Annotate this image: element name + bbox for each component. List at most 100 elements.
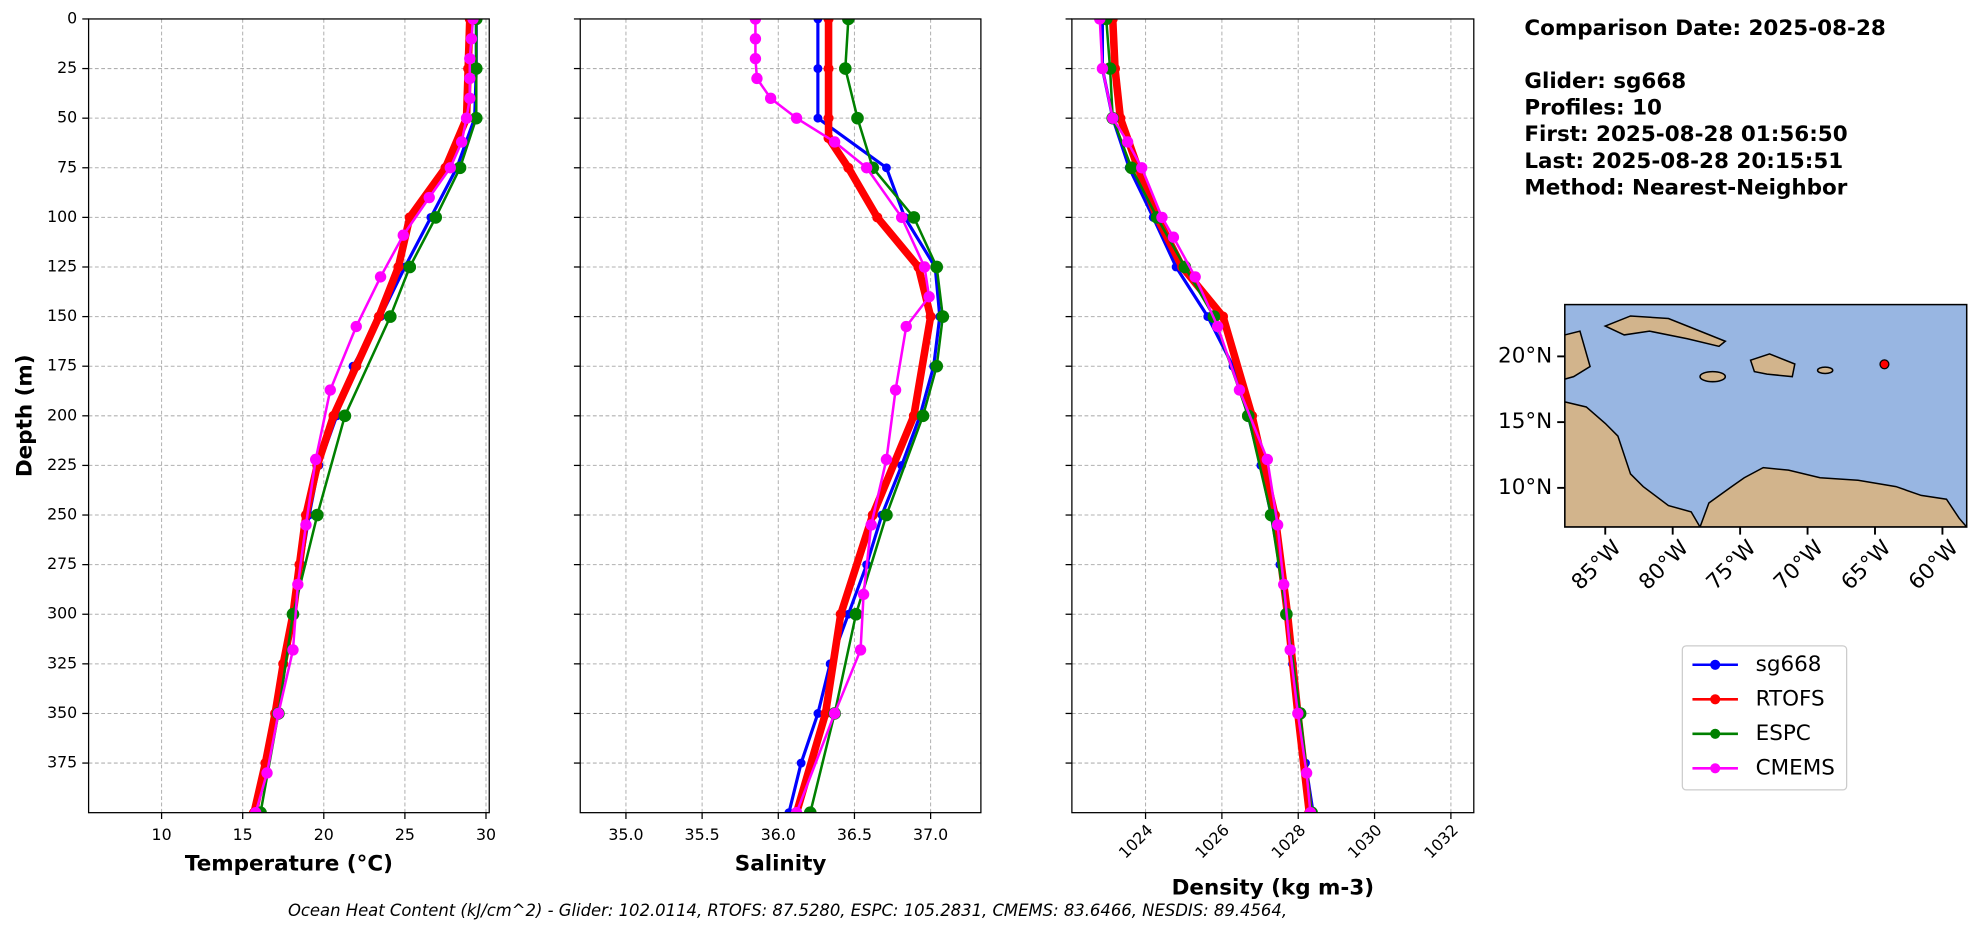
profile-marker [751, 72, 763, 85]
y-tick-label: 175 [47, 356, 77, 375]
x-tick-label: 25 [395, 825, 415, 844]
x-tick-label: 10 [152, 825, 172, 844]
profile-marker [790, 112, 803, 124]
hispaniola [1749, 353, 1796, 378]
y-tick-label: 375 [47, 753, 77, 772]
profile-marker [1107, 112, 1119, 124]
axes-frame [579, 18, 982, 814]
profile-marker [895, 211, 908, 224]
y-tick-label: 125 [47, 256, 77, 275]
panel: 35.0 35.5 36.0 36.5 37.0 Salinity [573, 18, 982, 876]
x-tick-label: 36.5 [837, 825, 872, 844]
legend-swatch-marker [1710, 659, 1721, 670]
profile-marker [261, 767, 273, 779]
info-line: Glider: sg668 [1524, 69, 1686, 94]
y-tick-label: 325 [47, 653, 77, 672]
profile-marker [287, 644, 299, 656]
profile-marker [300, 519, 312, 531]
profile-marker [292, 578, 304, 591]
profile-marker [860, 162, 873, 174]
profile-marker [813, 64, 823, 73]
profile-marker [460, 112, 473, 124]
profile-marker [423, 191, 435, 204]
y-tick-label: 200 [47, 405, 77, 424]
profile-marker [338, 409, 352, 423]
profile-marker [464, 72, 476, 85]
profile-marker [383, 310, 397, 323]
south-america [1699, 466, 1967, 528]
profile-marker [1167, 231, 1180, 243]
axes-frame [87, 18, 490, 814]
y-tick-label: 100 [47, 207, 77, 226]
profile-marker [1125, 161, 1138, 175]
profile-marker [1136, 162, 1148, 174]
profile-marker [429, 211, 443, 224]
y-tick-label: 275 [47, 554, 77, 573]
y-tick-label: 350 [47, 703, 77, 722]
legend-box [1681, 645, 1848, 791]
x-axis-label: Salinity [735, 851, 827, 876]
info-line: Method: Nearest-Neighbor [1524, 175, 1847, 200]
y-tick-label: 225 [47, 455, 77, 474]
profile-marker [444, 162, 457, 174]
profile-marker [1189, 271, 1201, 283]
glider-position [1879, 359, 1890, 370]
profile-marker [918, 261, 931, 273]
profile-marker [464, 92, 476, 105]
profile-marker [803, 806, 817, 813]
legend-swatch-marker [1710, 694, 1721, 705]
x-tick-label: 37.0 [913, 825, 948, 844]
profile-marker [1233, 384, 1246, 396]
profile-marker [1217, 311, 1229, 322]
x-axis-label: Temperature (°C) [185, 851, 393, 876]
profile-marker [857, 588, 870, 601]
profile-marker [823, 18, 834, 25]
y-tick-label: 150 [47, 306, 77, 325]
profile-marker [373, 311, 384, 322]
profile-marker [1212, 320, 1224, 333]
profile-marker [749, 18, 762, 25]
profile-marker [350, 320, 362, 333]
profile-marker [923, 291, 935, 303]
map-y-tick-label: 15°N [1498, 409, 1552, 434]
profile-marker [397, 229, 409, 241]
map-y-tick-label: 10°N [1498, 475, 1552, 500]
panel: 0 25 50 75 100 125 150 175 200 225 250 275 300 325 350… [12, 8, 496, 876]
profile-marker [404, 212, 415, 223]
profile-marker [393, 261, 404, 273]
profile-marker [813, 113, 823, 123]
profile-marker [1156, 211, 1168, 224]
profile-marker [851, 111, 864, 125]
x-tick-label: 15 [233, 825, 253, 844]
profile-marker [467, 18, 479, 25]
profile-marker [936, 310, 950, 323]
map-y-tick-label: 20°N [1498, 343, 1552, 368]
profile-marker [908, 410, 919, 421]
profile-marker [823, 63, 834, 74]
profile-marker [872, 212, 883, 223]
profile-line [259, 18, 478, 813]
profile-marker [790, 806, 803, 813]
profile-marker [764, 92, 777, 105]
x-tick-label: 36.0 [761, 825, 796, 844]
puerto-rico [1816, 366, 1834, 375]
profile-marker [907, 211, 921, 224]
profile-marker [465, 33, 478, 45]
profile-marker [469, 62, 483, 75]
series-group [1094, 18, 1318, 813]
yucatan [1564, 330, 1591, 380]
profile-marker [842, 18, 855, 26]
legend-swatch-marker [1710, 763, 1721, 774]
profile-marker [310, 508, 324, 522]
legend-label: RTOFS [1756, 686, 1825, 711]
profile-marker [823, 113, 834, 124]
profile-marker [249, 806, 262, 813]
profile-marker [820, 708, 831, 719]
profile-marker [1304, 806, 1317, 813]
info-line: Comparison Date: 2025-08-28 [1524, 16, 1885, 41]
profile-marker [865, 519, 877, 531]
x-tick-label: 35.0 [608, 825, 643, 844]
y-tick-label: 50 [57, 108, 77, 127]
profile-marker [1271, 519, 1284, 531]
